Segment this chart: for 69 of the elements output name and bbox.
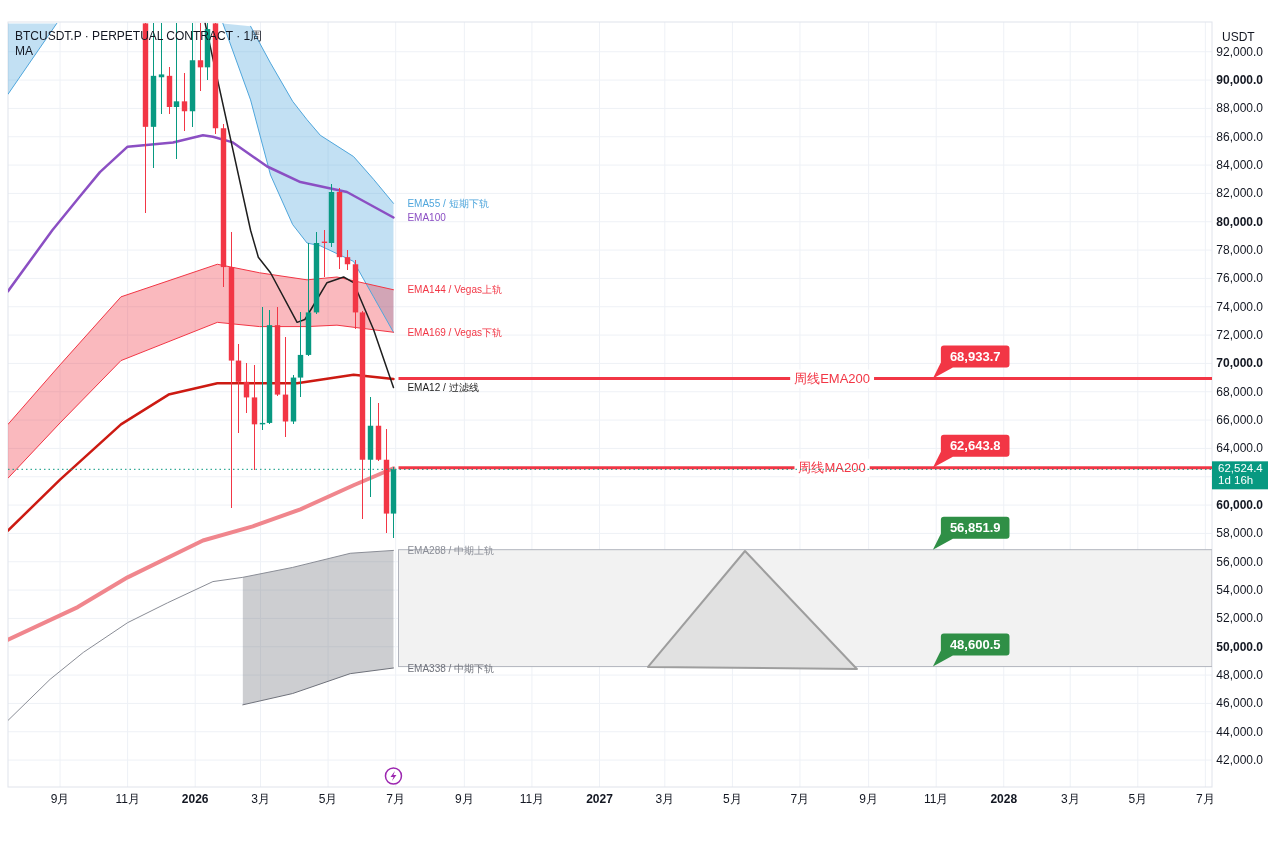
y-tick-label: 72,000.0: [1216, 328, 1264, 343]
series-label: EMA55 / 短期下轨: [407, 197, 489, 209]
x-tick-label: 5月: [1128, 792, 1148, 806]
x-tick-label: 2028: [990, 792, 1018, 806]
y-tick-label: 66,000.0: [1216, 413, 1264, 428]
line-series: [8, 466, 396, 642]
y-tick-label: 78,000.0: [1216, 243, 1264, 258]
x-tick-label: 5月: [318, 792, 338, 806]
text: MA: [15, 44, 33, 58]
y-tick-label: 86,000.0: [1216, 129, 1264, 144]
line-series: [8, 373, 395, 532]
y-tick-label: 88,000.0: [1216, 101, 1264, 116]
y-tick-label: 64,000.0: [1216, 441, 1264, 456]
y-tick-label: 60,000.0: [1216, 498, 1264, 513]
y-tick-label: 92,000.0: [1216, 44, 1264, 59]
y-tick-label: 44,000.0: [1216, 724, 1264, 739]
x-tick-label: 7月: [386, 792, 406, 806]
y-axis-title: USDT: [1222, 30, 1256, 44]
candlestick: [181, 72, 188, 132]
y-tick-label: 54,000.0: [1216, 583, 1264, 598]
series-label: EMA338 / 中期下轨: [407, 662, 495, 674]
x-tick-label: 7月: [790, 792, 810, 806]
x-tick-label: 11月: [115, 792, 140, 806]
ref-line-label: 周线EMA200: [794, 371, 871, 387]
series-label: EMA12 / 过滤线: [407, 382, 479, 393]
line-series: [8, 549, 394, 721]
series-label: EMA288 / 中期上轨: [407, 544, 495, 556]
annotation: 56,851.9: [949, 520, 1001, 536]
y-tick-label: 70,000.0: [1216, 356, 1264, 371]
x-tick-label: 7月: [1196, 792, 1215, 806]
annotation: 48,600.5: [949, 637, 1001, 653]
y-tick-label: 84,000.0: [1216, 158, 1264, 173]
line-series: [250, 25, 394, 204]
x-tick-label: 11月: [923, 792, 949, 806]
line-series: [8, 134, 395, 293]
y-tick-label: 74,000.0: [1216, 299, 1264, 314]
y-tick-label: 56,000.0: [1216, 554, 1264, 569]
series-label: EMA144 / Vegas上轨: [407, 284, 502, 296]
x-tick-label: 2026: [181, 792, 209, 806]
x-tick-label: 9月: [859, 792, 878, 806]
y-tick-label: 52,000.0: [1216, 611, 1264, 626]
annotation: 62,643.8: [949, 438, 1001, 454]
y-tick-label: 50,000.0: [1216, 639, 1264, 654]
x-tick-label: 9月: [455, 792, 474, 806]
x-tick-label: 2027: [586, 792, 614, 806]
y-tick-label: 48,000.0: [1216, 668, 1264, 683]
y-tick-label: 90,000.0: [1216, 73, 1264, 88]
line-series: [242, 667, 394, 706]
y-tick-label: 80,000.0: [1216, 214, 1264, 229]
y-tick-label: 46,000.0: [1216, 696, 1264, 711]
x-tick-label: 5月: [723, 792, 742, 806]
y-tick-label: 42,000.0: [1216, 753, 1264, 768]
candlestick: [235, 342, 242, 434]
x-tick-label: 9月: [50, 792, 70, 806]
x-tick-label: 3月: [1060, 792, 1080, 806]
x-tick-label: 11月: [519, 792, 545, 806]
series-label: EMA100: [407, 212, 447, 223]
annotation: 68,933.7: [949, 349, 1001, 365]
series-label: EMA169 / Vegas下轨: [407, 326, 502, 338]
candlestick: [344, 249, 351, 271]
y-tick-label: 76,000.0: [1216, 271, 1264, 286]
ref-line-label: 周线MA200: [798, 460, 866, 476]
y-tick-label: 68,000.0: [1216, 384, 1264, 399]
y-tick-label: 82,000.0: [1216, 186, 1264, 201]
x-tick-label: 3月: [655, 792, 675, 806]
x-tick-label: 3月: [251, 792, 270, 806]
candlestick: [297, 311, 304, 399]
ref-line-label: 62,524.4 1d 16h: [1218, 461, 1264, 487]
y-tick-label: 58,000.0: [1216, 526, 1264, 541]
